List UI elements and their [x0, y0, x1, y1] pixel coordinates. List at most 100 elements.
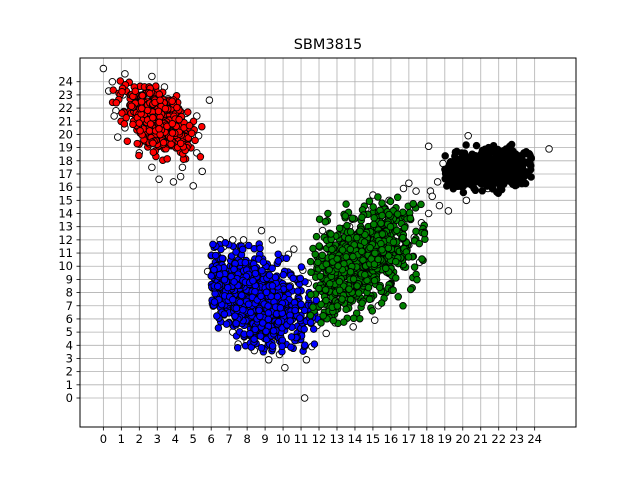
cluster-point: [127, 102, 136, 110]
x-tick-label: 23: [509, 432, 524, 446]
x-tick-label: 24: [527, 432, 542, 446]
x-tick-label: 3: [154, 432, 161, 446]
cluster-point: [518, 179, 526, 188]
cluster-point: [244, 300, 253, 308]
cluster-point: [232, 248, 240, 256]
x-tick-label: 20: [455, 432, 470, 446]
cluster-point: [250, 335, 258, 343]
cluster-point: [333, 255, 341, 263]
cluster-point: [476, 170, 485, 179]
x-tick-label: 6: [208, 432, 215, 446]
outlier-point: [545, 145, 553, 153]
cluster-point: [168, 97, 176, 105]
cluster-point: [294, 287, 302, 295]
cluster-point: [155, 125, 163, 133]
cluster-point: [196, 153, 205, 161]
cluster-point: [221, 239, 230, 247]
x-tick-label: 16: [384, 432, 399, 446]
cluster-point: [338, 295, 346, 303]
cluster-point: [345, 285, 353, 293]
outlier-point: [349, 323, 357, 331]
cluster-point: [168, 129, 177, 137]
cluster-point: [358, 247, 366, 256]
cluster-point: [112, 99, 121, 107]
cluster-point: [365, 295, 374, 304]
cluster-point: [349, 314, 358, 323]
cluster-1: [207, 239, 322, 356]
cluster-point: [301, 341, 309, 349]
cluster-point: [173, 103, 181, 112]
cluster-point: [267, 292, 275, 301]
cluster-point: [346, 295, 355, 304]
cluster-point: [370, 276, 379, 285]
x-tick-label: 2: [136, 432, 143, 446]
cluster-point: [400, 224, 409, 232]
cluster-point: [163, 155, 171, 163]
outlier-point: [300, 394, 309, 402]
cluster-point: [385, 210, 393, 219]
cluster-point: [326, 279, 334, 288]
cluster-point: [191, 136, 199, 145]
x-tick-label: 18: [420, 432, 435, 446]
cluster-point: [318, 251, 327, 260]
cluster-point: [317, 300, 325, 309]
cluster-point: [149, 148, 158, 156]
y-tick-label: 10: [58, 259, 73, 273]
cluster-point: [335, 224, 344, 232]
cluster-point: [154, 107, 163, 116]
cluster-point: [315, 242, 323, 250]
cluster-point: [220, 276, 229, 284]
cluster-point: [109, 86, 117, 94]
y-tick-label: 17: [58, 167, 73, 181]
cluster-point: [315, 284, 323, 293]
cluster-point: [306, 257, 315, 266]
cluster-point: [264, 302, 272, 310]
cluster-point: [378, 211, 386, 220]
cluster-point: [319, 312, 327, 320]
cluster-point: [300, 306, 309, 315]
cluster-point: [296, 314, 304, 322]
cluster-point: [251, 269, 260, 278]
cluster-point: [335, 277, 344, 286]
cluster-point: [133, 139, 141, 148]
x-tick-label: 1: [118, 432, 125, 446]
cluster-point: [454, 182, 462, 191]
cluster-point: [349, 275, 358, 283]
cluster-point: [156, 96, 164, 104]
cluster-point: [297, 300, 305, 309]
cluster-point: [218, 254, 227, 263]
cluster-point: [264, 309, 273, 317]
cluster-point: [356, 227, 364, 235]
x-tick-label: 19: [437, 432, 452, 446]
cluster-point: [136, 127, 144, 135]
cluster-point: [268, 282, 277, 290]
cluster-point: [441, 152, 449, 160]
cluster-point: [469, 178, 478, 187]
cluster-point: [413, 275, 421, 284]
x-tick-label: 14: [348, 432, 363, 446]
cluster-point: [246, 329, 254, 338]
cluster-point: [312, 232, 321, 241]
x-tick-label: 11: [294, 432, 309, 446]
cluster-point: [378, 246, 386, 254]
cluster-point: [175, 115, 183, 124]
cluster-point: [325, 266, 333, 274]
y-tick-label: 18: [58, 154, 73, 168]
cluster-point: [184, 108, 192, 116]
cluster-point: [358, 299, 366, 307]
cluster-point: [394, 293, 402, 301]
cluster-point: [310, 340, 319, 348]
outlier-point: [99, 64, 108, 73]
y-tick-label: 12: [58, 233, 73, 247]
outlier-point: [444, 207, 453, 215]
cluster-point: [214, 324, 223, 332]
cluster-point: [159, 138, 168, 147]
cluster-point: [513, 154, 522, 162]
outlier-point: [239, 236, 248, 244]
x-tick-label: 8: [243, 432, 250, 446]
outlier-point: [435, 201, 444, 210]
cluster-point: [118, 87, 126, 96]
cluster-point: [137, 97, 146, 106]
x-tick-label: 9: [261, 432, 268, 446]
x-tick-label: 0: [100, 432, 107, 446]
